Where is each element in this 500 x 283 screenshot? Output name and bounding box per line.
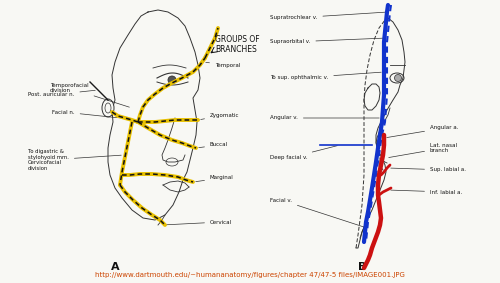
Text: http://www.dartmouth.edu/~humananatomy/figures/chapter 47/47-5 files/IMAGE001.JP: http://www.dartmouth.edu/~humananatomy/f… xyxy=(95,272,405,278)
Text: Temporal: Temporal xyxy=(206,62,240,68)
Text: Post. auricular n.: Post. auricular n. xyxy=(28,90,95,98)
Text: Facial n.: Facial n. xyxy=(52,110,117,118)
Text: Supratrochlear v.: Supratrochlear v. xyxy=(270,12,385,20)
Ellipse shape xyxy=(394,74,402,82)
Text: Zygomatic: Zygomatic xyxy=(200,113,239,119)
Text: Lat. nasal
branch: Lat. nasal branch xyxy=(388,143,457,158)
Ellipse shape xyxy=(168,76,176,84)
Text: Supraorbital v.: Supraorbital v. xyxy=(270,38,384,44)
Text: To sup. ophthalmic v.: To sup. ophthalmic v. xyxy=(270,72,381,80)
Text: Deep facial v.: Deep facial v. xyxy=(270,146,338,160)
Text: Facial v.: Facial v. xyxy=(270,198,364,227)
Text: A: A xyxy=(110,262,120,272)
Text: To digastric &
stylohyoid mm.
Cervicofacial
division: To digastric & stylohyoid mm. Cervicofac… xyxy=(28,149,121,171)
Text: Angular a.: Angular a. xyxy=(386,125,458,138)
Text: B: B xyxy=(358,262,366,272)
Text: Temporofacial
division: Temporofacial division xyxy=(50,83,130,107)
Text: Marginal: Marginal xyxy=(196,175,234,182)
Text: Angular v.: Angular v. xyxy=(270,115,379,121)
Ellipse shape xyxy=(102,99,114,117)
Text: Inf. labial a.: Inf. labial a. xyxy=(391,190,462,194)
Text: Cervical: Cervical xyxy=(165,220,232,225)
Text: GROUPS OF
BRANCHES: GROUPS OF BRANCHES xyxy=(215,35,260,54)
Text: Sup. labial a.: Sup. labial a. xyxy=(391,168,466,173)
Text: Buccal: Buccal xyxy=(199,143,228,148)
